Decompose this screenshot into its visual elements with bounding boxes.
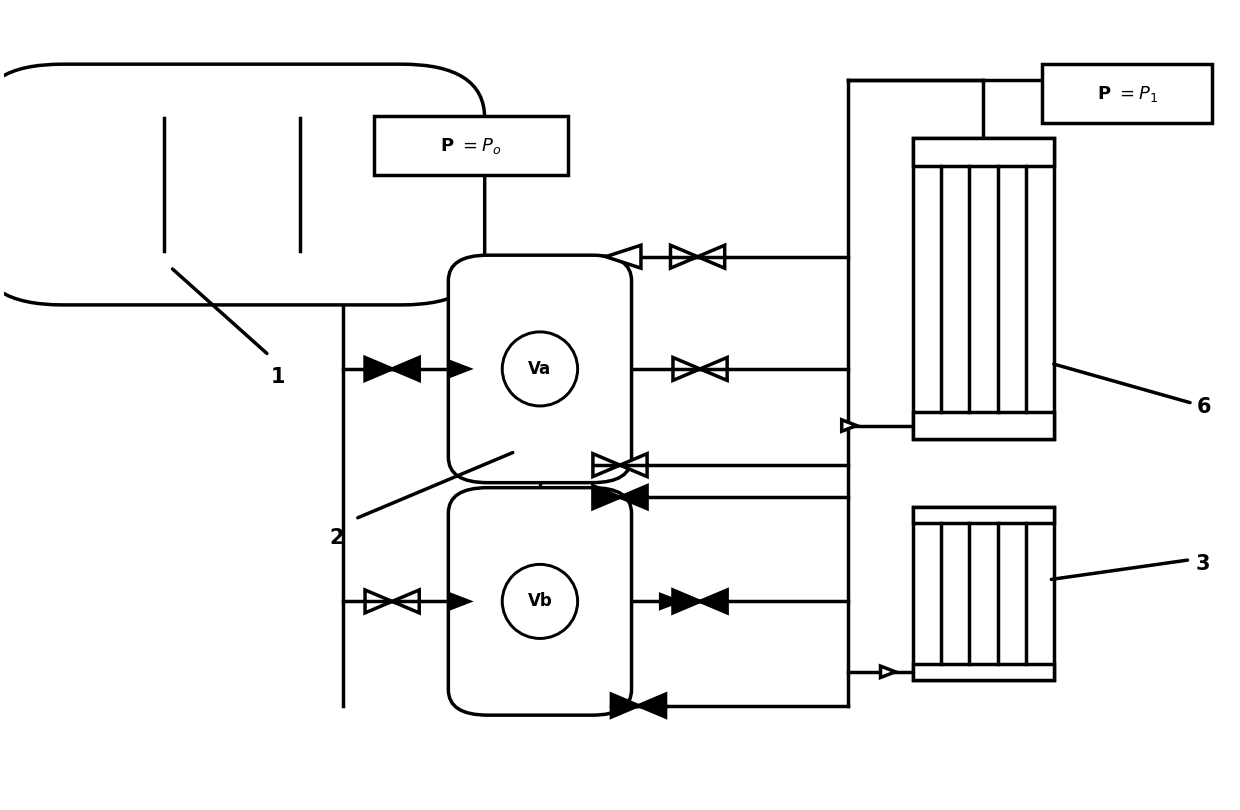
Text: P $=P_1$: P $=P_1$	[1097, 83, 1158, 104]
Polygon shape	[605, 245, 641, 268]
Polygon shape	[671, 245, 698, 268]
Bar	[913, 664, 1054, 680]
Bar	[913, 507, 1054, 680]
Text: P $=P_o$: P $=P_o$	[440, 135, 502, 156]
Polygon shape	[620, 486, 647, 509]
Polygon shape	[880, 666, 895, 677]
Text: 1: 1	[270, 366, 285, 386]
Bar	[913, 139, 1054, 439]
Bar	[913, 412, 1054, 439]
Text: 2: 2	[330, 528, 343, 548]
Polygon shape	[451, 595, 469, 608]
Polygon shape	[611, 694, 639, 717]
Text: Vb: Vb	[527, 592, 552, 611]
Polygon shape	[593, 486, 620, 509]
Polygon shape	[365, 590, 392, 613]
FancyBboxPatch shape	[1043, 64, 1213, 123]
Text: Va: Va	[528, 360, 552, 378]
Bar	[913, 139, 1054, 165]
Polygon shape	[365, 357, 392, 381]
Polygon shape	[620, 454, 647, 476]
FancyBboxPatch shape	[449, 255, 631, 483]
Polygon shape	[639, 694, 666, 717]
Polygon shape	[392, 357, 419, 381]
FancyBboxPatch shape	[0, 64, 485, 305]
Polygon shape	[451, 362, 469, 376]
FancyBboxPatch shape	[373, 117, 568, 175]
Polygon shape	[701, 590, 727, 613]
Polygon shape	[392, 590, 419, 613]
Polygon shape	[1190, 73, 1209, 87]
Polygon shape	[673, 590, 701, 613]
Polygon shape	[661, 595, 678, 608]
Polygon shape	[593, 454, 620, 476]
Polygon shape	[701, 357, 727, 381]
Polygon shape	[673, 357, 701, 381]
Text: 3: 3	[1195, 554, 1210, 573]
Polygon shape	[842, 420, 857, 431]
Polygon shape	[698, 245, 724, 268]
Text: 6: 6	[1197, 398, 1211, 417]
FancyBboxPatch shape	[449, 488, 631, 715]
Bar	[913, 507, 1054, 522]
